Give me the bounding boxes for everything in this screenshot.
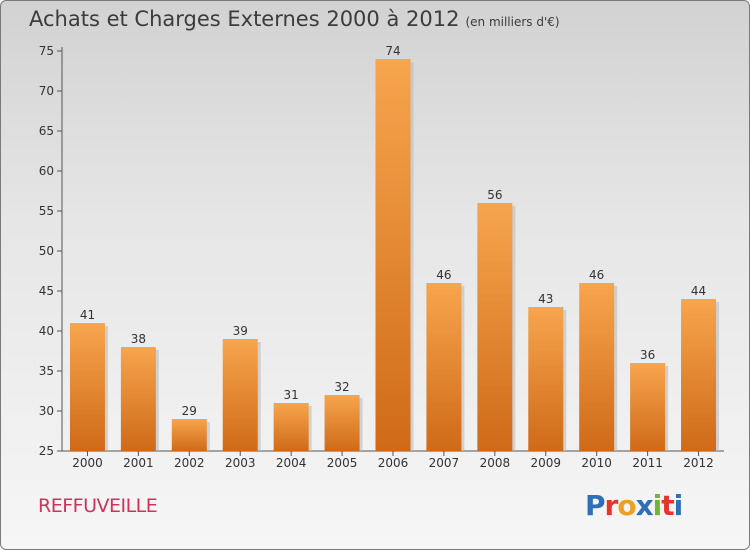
x-tick-label: 2008 xyxy=(480,456,511,470)
x-tick-label: 2003 xyxy=(225,456,256,470)
y-tick-label: 70 xyxy=(39,84,54,98)
x-tick-label: 2007 xyxy=(429,456,460,470)
y-tick-label: 65 xyxy=(39,124,54,138)
data-label: 36 xyxy=(640,348,655,362)
x-tick-label: 2000 xyxy=(72,456,103,470)
x-tick-label: 2004 xyxy=(276,456,307,470)
data-label: 43 xyxy=(538,292,553,306)
bar xyxy=(681,299,717,451)
data-label: 56 xyxy=(487,188,502,202)
y-tick-label: 75 xyxy=(39,44,54,58)
bar xyxy=(579,283,615,451)
proxiti-logo: Proxiti xyxy=(585,489,683,522)
bar xyxy=(477,203,513,451)
x-tick-label: 2012 xyxy=(683,456,714,470)
y-tick-label: 30 xyxy=(39,404,54,418)
chart-title: Achats et Charges Externes 2000 à 2012 (e… xyxy=(29,7,560,31)
x-tick-label: 2011 xyxy=(632,456,663,470)
x-tick-label: 2002 xyxy=(174,456,205,470)
bar xyxy=(171,419,207,451)
data-label: 41 xyxy=(80,308,95,322)
y-tick-label: 25 xyxy=(39,444,54,458)
data-label: 46 xyxy=(589,268,604,282)
bar xyxy=(69,323,105,451)
bar xyxy=(222,339,258,451)
bar xyxy=(426,283,462,451)
data-label: 74 xyxy=(385,44,400,58)
bar xyxy=(630,363,666,451)
bar xyxy=(273,403,309,451)
title-text: Achats et Charges Externes 2000 à 2012 xyxy=(29,7,460,31)
data-label: 29 xyxy=(182,404,197,418)
bar xyxy=(528,307,564,451)
y-tick-label: 35 xyxy=(39,364,54,378)
bar xyxy=(375,59,411,451)
data-label: 32 xyxy=(334,380,349,394)
y-tick-label: 60 xyxy=(39,164,54,178)
data-label: 31 xyxy=(284,388,299,402)
x-tick-label: 2005 xyxy=(327,456,358,470)
x-tick-label: 2009 xyxy=(530,456,561,470)
x-tick-label: 2010 xyxy=(581,456,612,470)
data-label: 46 xyxy=(436,268,451,282)
unit-label: (en milliers d'€) xyxy=(465,15,560,29)
bar xyxy=(324,395,360,451)
bar xyxy=(120,347,156,451)
y-tick-label: 45 xyxy=(39,284,54,298)
y-tick-label: 40 xyxy=(39,324,54,338)
y-tick-label: 50 xyxy=(39,244,54,258)
y-tick-label: 55 xyxy=(39,204,54,218)
data-label: 44 xyxy=(691,284,706,298)
x-tick-label: 2006 xyxy=(378,456,409,470)
x-tick-label: 2001 xyxy=(123,456,154,470)
commune-name: REFFUVEILLE xyxy=(38,495,158,517)
data-label: 39 xyxy=(233,324,248,338)
data-label: 38 xyxy=(131,332,146,346)
